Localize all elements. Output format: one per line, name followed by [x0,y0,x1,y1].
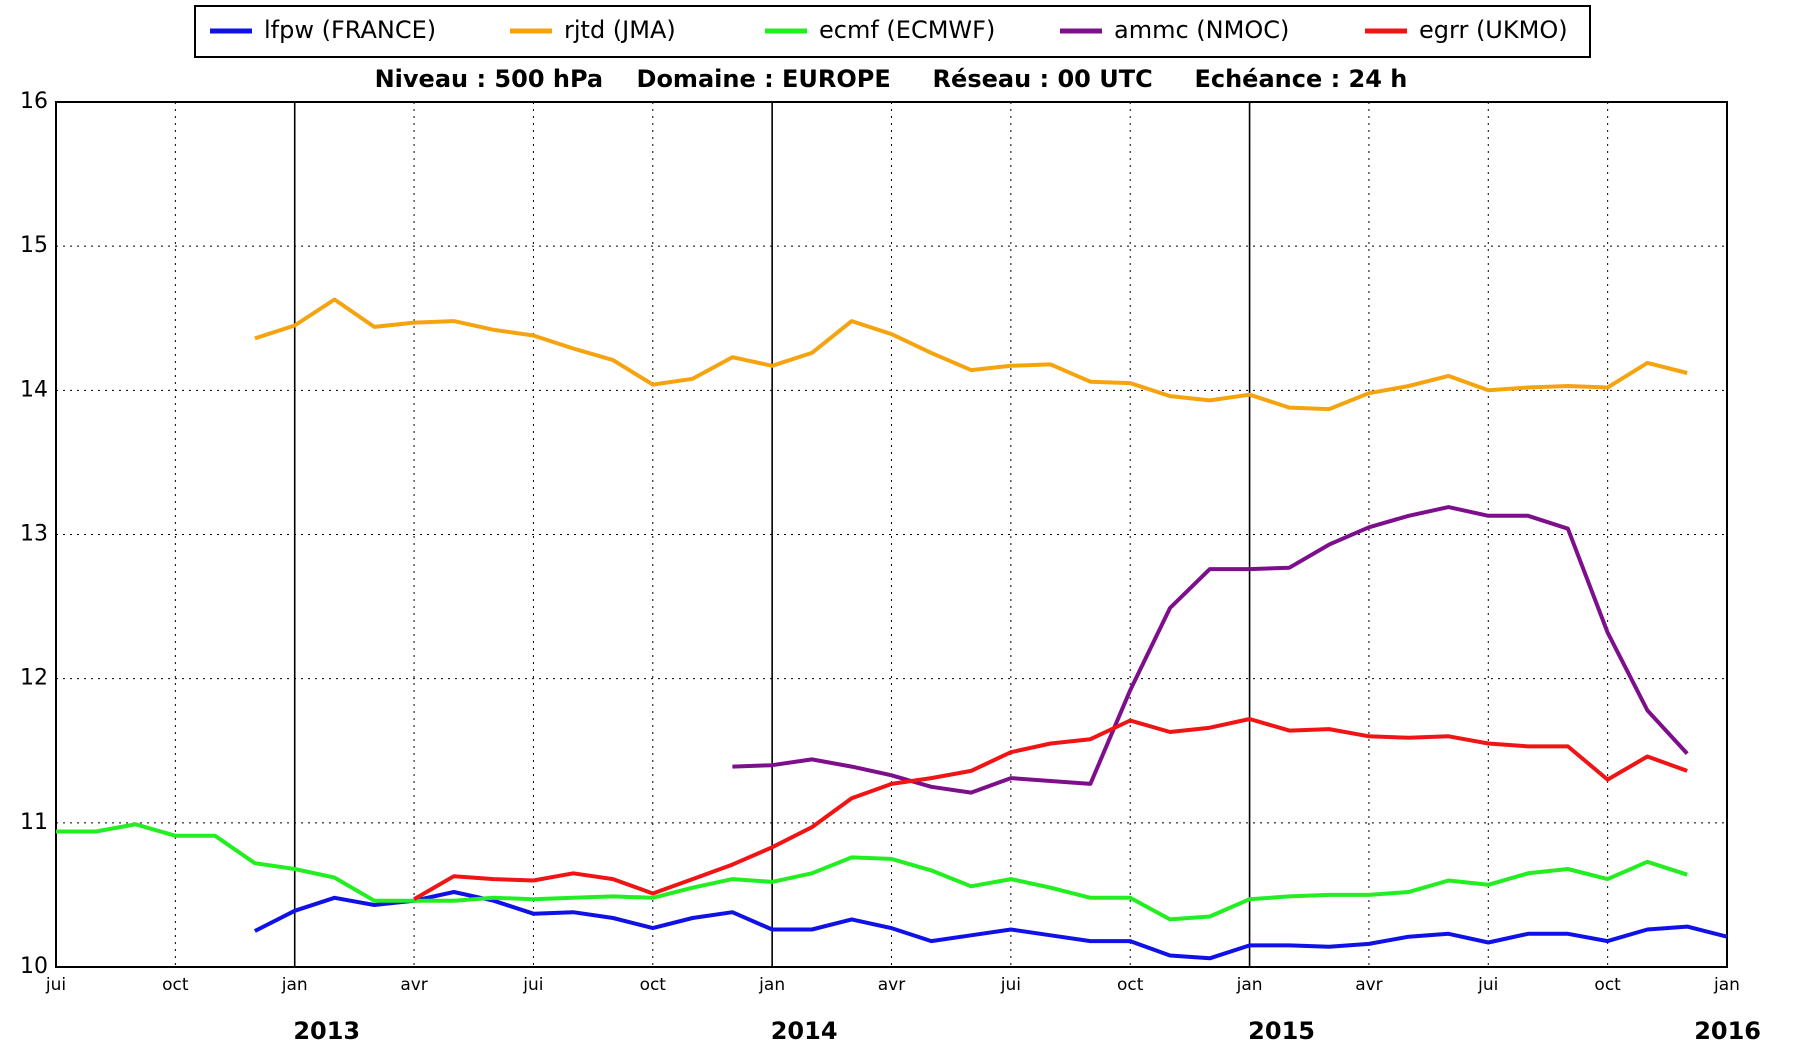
series-line [413,717,1688,901]
x-tick-label: avr [878,975,905,995]
x-tick-label: oct [1594,975,1621,995]
x-tick-label: avr [400,975,427,995]
x-tick-label: oct [640,975,667,995]
series-line [253,890,1728,961]
y-tick-label: 10 [20,954,48,979]
x-tick-label: oct [1117,975,1144,995]
x-tick-label: oct [162,975,189,995]
x-tick-label: jan [758,975,785,995]
y-tick-label: 11 [20,810,48,835]
year-label: 2013 [293,1017,360,1045]
year-label: 2014 [771,1017,838,1045]
y-tick-label: 12 [20,666,48,691]
legend-label: ecmf (ECMWF) [819,16,995,44]
chart-title: Niveau : 500 hPa Domaine : EUROPE Réseau… [375,65,1408,93]
legend-label: egrr (UKMO) [1419,16,1568,44]
series-line [732,505,1689,795]
y-tick-label: 15 [20,233,48,258]
y-tick-label: 16 [20,89,48,114]
x-tick-label: jan [1236,975,1263,995]
x-tick-label: jan [1713,975,1740,995]
legend-label: lfpw (FRANCE) [264,16,436,44]
x-tick-label: jui [1477,975,1498,995]
plot-frame [55,101,1728,968]
y-tick-label: 14 [20,377,48,402]
x-tick-label: jui [522,975,543,995]
x-tick-label: jui [1000,975,1021,995]
legend-box [194,5,1591,58]
x-tick-label: jui [45,975,66,995]
x-tick-label: jan [281,975,308,995]
year-label: 2015 [1248,1017,1315,1045]
year-label: 2016 [1694,1017,1761,1045]
series-line [56,822,1688,922]
y-tick-label: 13 [20,522,48,547]
legend-label: rjtd (JMA) [564,16,676,44]
x-tick-label: avr [1355,975,1382,995]
legend-label: ammc (NMOC) [1114,16,1289,44]
series-line [254,297,1688,412]
